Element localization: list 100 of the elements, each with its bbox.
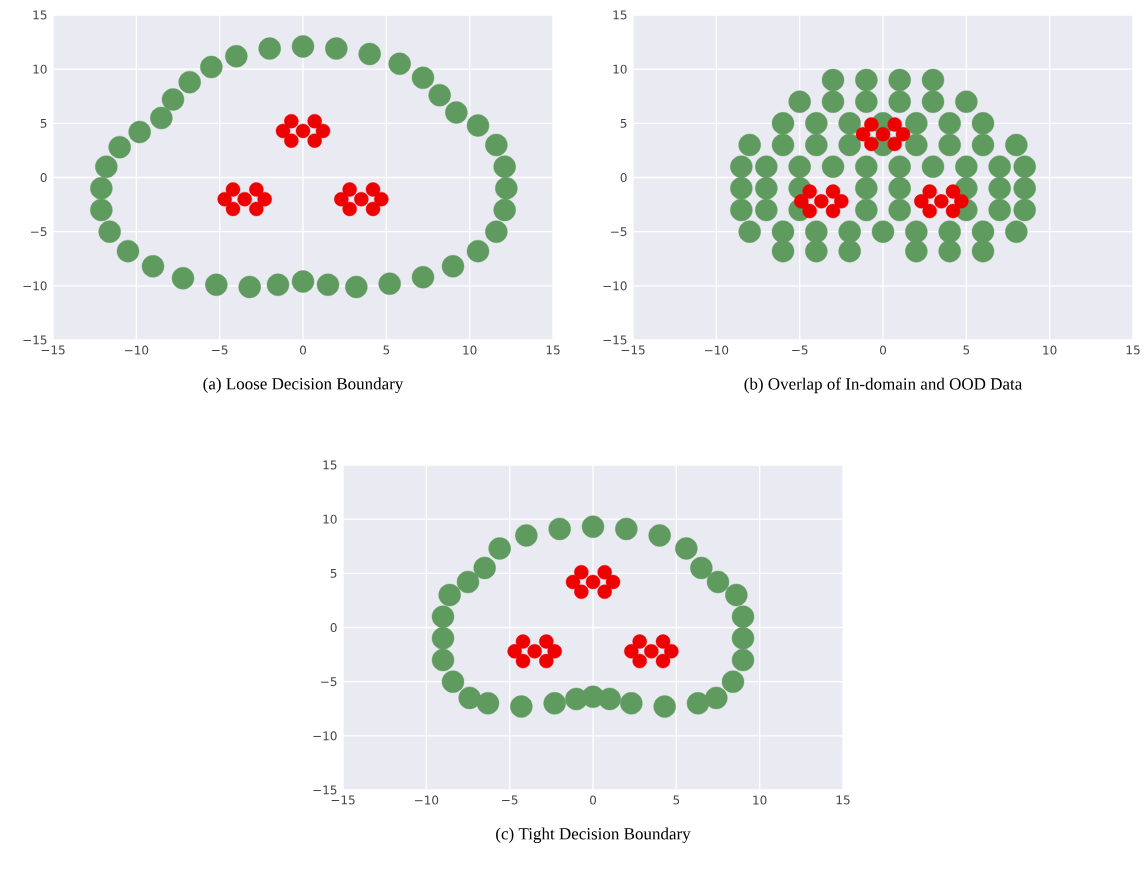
x-tick-label: −5: [502, 795, 518, 805]
point: [914, 194, 929, 209]
point: [466, 114, 490, 137]
y-tick-label: 15: [613, 10, 627, 20]
point: [456, 570, 480, 594]
x-tick-label: 0: [589, 795, 597, 805]
x-tick-label: 0: [879, 345, 887, 355]
y-tick-label: −15: [313, 785, 337, 795]
y-tick-label: 10: [33, 64, 47, 74]
point: [485, 133, 508, 157]
point: [706, 570, 730, 594]
y-tick-label: −10: [603, 281, 627, 291]
point: [510, 695, 533, 718]
x-tick-label: 10: [1043, 345, 1057, 355]
point: [515, 524, 538, 547]
point: [855, 126, 871, 142]
y-tick-label: 10: [323, 514, 337, 524]
point: [731, 605, 755, 628]
point: [150, 106, 173, 130]
x-tick-label: 15: [836, 795, 850, 805]
point: [473, 556, 496, 580]
point: [731, 627, 755, 650]
point: [358, 42, 381, 66]
point: [690, 556, 713, 580]
y-tick-label: 15: [33, 10, 47, 20]
point: [895, 126, 911, 142]
x-tick-label: −10: [124, 345, 149, 355]
point: [458, 686, 481, 710]
text: (b) Overlap of In-domain and OOD Data: [744, 377, 1023, 394]
point: [485, 220, 508, 243]
point: [258, 37, 281, 60]
point: [653, 695, 676, 718]
point: [543, 692, 566, 715]
point: [887, 136, 902, 152]
y-tick-label: 15: [323, 460, 337, 470]
point: [945, 203, 961, 219]
point: [378, 272, 401, 295]
point: [257, 191, 272, 207]
point: [655, 634, 671, 649]
point: [98, 220, 121, 243]
point: [466, 239, 490, 263]
point: [476, 692, 500, 715]
point: [597, 584, 612, 599]
point: [615, 517, 638, 541]
y-tick-label: −15: [23, 335, 47, 345]
point: [539, 653, 554, 669]
point: [171, 267, 195, 290]
point: [388, 52, 411, 75]
point: [237, 191, 252, 207]
point: [725, 583, 748, 607]
point: [864, 136, 879, 152]
point: [238, 275, 261, 299]
point: [178, 70, 201, 94]
point: [597, 565, 612, 580]
point: [864, 117, 879, 132]
point: [605, 574, 621, 590]
x-tick-label: 5: [673, 795, 680, 805]
y-tick-label: −15: [603, 335, 627, 345]
point: [441, 255, 465, 278]
point: [249, 201, 264, 217]
point: [225, 201, 241, 217]
x-tick-label: 15: [1126, 345, 1140, 355]
point: [90, 177, 113, 200]
point: [325, 37, 348, 60]
x-tick-label: −10: [414, 795, 439, 805]
point: [922, 203, 937, 219]
point: [539, 634, 554, 649]
point: [161, 88, 185, 111]
x-tick-label: 5: [963, 345, 970, 355]
x-tick-label: −10: [704, 345, 729, 355]
x-tick-label: 10: [463, 345, 477, 355]
point: [515, 653, 531, 669]
point: [624, 644, 639, 659]
point: [488, 537, 511, 560]
x-tick-label: −5: [212, 345, 228, 355]
x-tick-label: 5: [383, 345, 390, 355]
point: [731, 648, 755, 672]
point: [527, 644, 542, 659]
point: [922, 184, 937, 199]
point: [205, 273, 228, 296]
point: [307, 133, 322, 148]
point: [275, 123, 291, 139]
point: [284, 133, 299, 148]
point: [354, 191, 369, 207]
point: [620, 692, 643, 715]
point: [581, 515, 605, 538]
point: [493, 155, 516, 178]
point: [574, 584, 589, 599]
point: [128, 120, 151, 144]
y-tick-label: 5: [330, 568, 337, 578]
point: [431, 627, 455, 650]
point: [307, 113, 322, 129]
x-tick-label: 15: [546, 345, 560, 355]
point: [116, 239, 140, 263]
point: [365, 182, 381, 197]
point: [825, 203, 841, 219]
point: [342, 201, 357, 217]
point: [802, 184, 817, 199]
point: [141, 255, 165, 278]
point: [431, 605, 455, 628]
